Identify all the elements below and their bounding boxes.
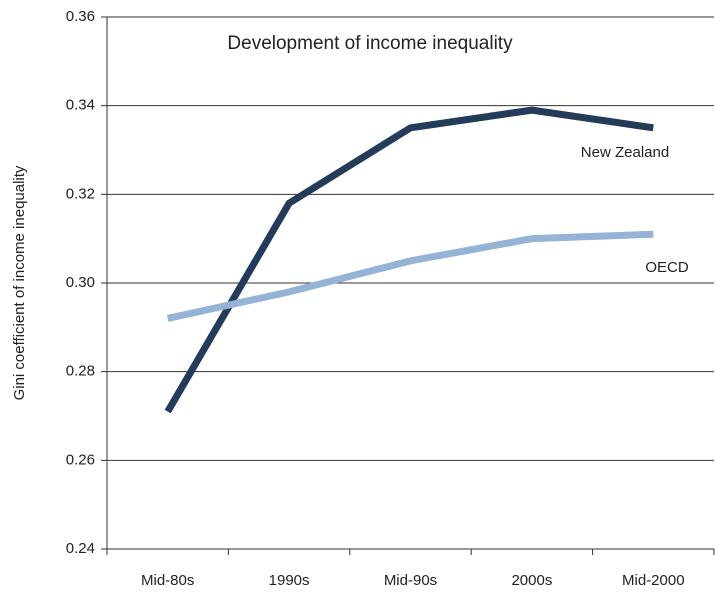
y-tick-label: 0.34: [66, 97, 95, 114]
x-tick-label: Mid-90s: [384, 572, 437, 589]
y-tick-label: 0.26: [66, 451, 95, 468]
x-tick-label: 1990s: [269, 572, 310, 589]
x-tick-label: 2000s: [511, 572, 552, 589]
y-tick-label: 0.28: [66, 363, 95, 380]
series-line: [166, 230, 654, 322]
y-axis-label: Gini coefficient of income inequality: [11, 165, 28, 400]
y-tick-label: 0.32: [66, 185, 95, 202]
y-tick-label: 0.36: [66, 8, 95, 25]
y-tick-label: 0.24: [66, 540, 95, 557]
chart-title: Development of income inequality: [227, 33, 513, 54]
series-line: [164, 106, 654, 414]
series-label: OECD: [645, 259, 689, 276]
x-tick-label: Mid-80s: [141, 572, 194, 589]
x-tick-label: Mid-2000: [622, 572, 685, 589]
series-label: New Zealand: [581, 144, 669, 161]
y-tick-label: 0.30: [66, 274, 95, 291]
